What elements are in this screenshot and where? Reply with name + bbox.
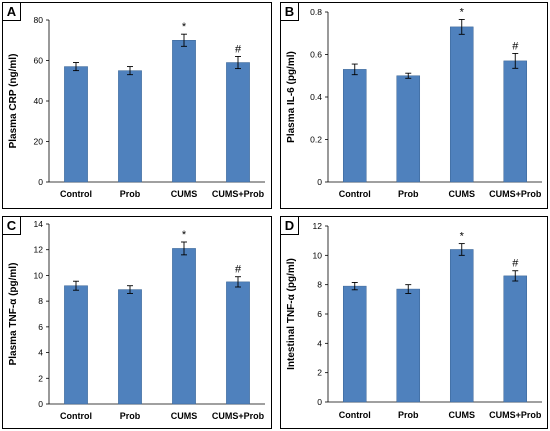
x-tick-label: Control (339, 189, 371, 199)
x-tick-label: CUMS (171, 189, 198, 199)
bar-prob (396, 75, 421, 183)
y-axis-label: Plasma TNF-α (pg/ml) (8, 263, 19, 366)
panel-letter-box (280, 2, 299, 21)
panel-letter: B (285, 4, 294, 19)
y-axis-label: Plasma IL-6 (pg/ml) (286, 51, 297, 143)
x-tick-label: Prob (398, 189, 419, 199)
significance-mark: # (512, 40, 519, 52)
x-tick-label: Control (60, 411, 92, 421)
x-tick-label: CUMS (171, 411, 198, 421)
x-tick-label: Prob (398, 410, 419, 420)
significance-mark: # (235, 43, 242, 55)
bar-control (342, 69, 367, 183)
y-tick-label: 10 (313, 250, 323, 260)
y-tick-label: 2 (317, 368, 322, 378)
y-tick-label: 0.6 (310, 50, 322, 60)
x-tick-label: Control (339, 410, 371, 420)
significance-mark: * (182, 229, 187, 241)
bar-cums-prob (226, 62, 250, 183)
y-tick-label: 14 (34, 219, 44, 229)
panel-letter: A (7, 4, 17, 19)
x-tick-label: Control (60, 189, 92, 199)
significance-mark: * (460, 231, 465, 243)
bar-cums (449, 26, 474, 183)
significance-mark: * (182, 21, 187, 33)
y-tick-label: 80 (34, 15, 44, 25)
y-tick-label: 4 (317, 338, 322, 348)
panel-letter: D (285, 218, 294, 233)
y-tick-label: 8 (38, 296, 43, 306)
y-tick-label: 60 (34, 56, 44, 66)
panel-letter-box (2, 216, 21, 235)
y-tick-label: 6 (38, 322, 43, 332)
panel-border (280, 2, 548, 209)
x-tick-label: CUMS (449, 410, 476, 420)
chart-panel-c: C 0 2 4 6 8 10 12 14 Plasma TNF-α (pg/ml) Control P… (2, 216, 272, 429)
y-tick-label: 0 (38, 399, 43, 409)
chart-panel-d: D 0 2 4 6 8 10 12 Intestinal TNF-α (pg/ml) Contro… (280, 216, 548, 429)
y-tick-label: 40 (34, 96, 44, 106)
bar-control (342, 285, 367, 403)
chart-panel-b: B 0 0.2 0.4 0.6 0.8 Plasma IL-6 (pg/ml) Control… (280, 2, 548, 209)
bar-cums-prob (503, 275, 528, 403)
y-axis-label: Intestinal TNF-α (pg/ml) (286, 258, 297, 370)
panel-letter: C (7, 218, 17, 233)
y-tick-label: 0 (317, 397, 322, 407)
x-tick-label: Prob (120, 189, 141, 199)
x-tick-label: CUMS (449, 189, 476, 199)
y-tick-label: 12 (34, 245, 44, 255)
significance-mark: # (512, 258, 519, 270)
bar-cums (172, 248, 196, 405)
bar-prob (396, 288, 421, 403)
bar-cums-prob (503, 60, 528, 183)
y-tick-label: 0 (38, 177, 43, 187)
bar-cums-prob (226, 281, 250, 405)
y-tick-label: 0.2 (310, 135, 322, 145)
y-tick-label: 0 (317, 177, 322, 187)
y-tick-label: 2 (38, 373, 43, 383)
bar-prob (118, 70, 142, 183)
significance-mark: * (460, 6, 465, 18)
x-tick-label: CUMS+Prob (489, 410, 542, 420)
bar-cums (449, 249, 474, 403)
y-tick-label: 20 (34, 137, 44, 147)
y-tick-label: 6 (317, 309, 322, 319)
y-tick-label: 0.4 (310, 92, 322, 102)
y-tick-label: 8 (317, 280, 322, 290)
chart-panel-a: A 0 20 40 60 80 Plasma CRP (ng/ml) Control Prob *… (2, 2, 272, 209)
bar-prob (118, 289, 142, 405)
x-tick-label: CUMS+Prob (489, 189, 542, 199)
x-tick-label: Prob (120, 411, 141, 421)
panel-border (2, 216, 272, 429)
bar-control (64, 285, 88, 405)
panel-border (2, 2, 272, 209)
y-axis-label: Plasma CRP (ng/ml) (8, 54, 19, 149)
significance-mark: # (235, 264, 242, 276)
y-tick-label: 4 (38, 348, 43, 358)
x-tick-label: CUMS+Prob (212, 411, 265, 421)
panel-border (280, 216, 548, 429)
bar-control (64, 66, 88, 183)
panel-letter-box (280, 216, 299, 235)
x-tick-label: CUMS+Prob (212, 189, 265, 199)
bar-cums (172, 40, 196, 183)
y-tick-label: 12 (313, 221, 323, 231)
y-tick-label: 0.8 (310, 7, 322, 17)
y-tick-label: 10 (34, 270, 44, 280)
panel-letter-box (2, 2, 21, 21)
